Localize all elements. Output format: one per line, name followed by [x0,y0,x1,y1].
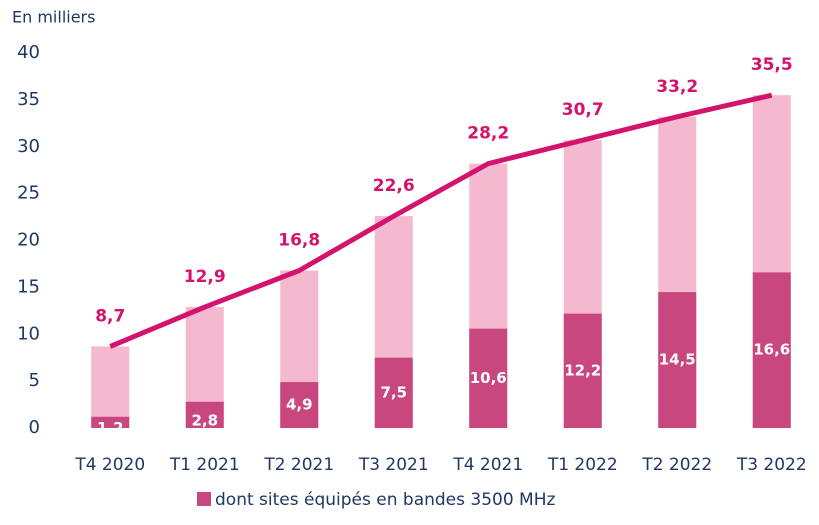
bar-3500 [280,382,319,428]
bar-label: 4,9 [286,396,313,414]
line-label: 12,9 [184,267,226,287]
x-tick-label: T2 2021 [263,455,334,475]
bar-3500 [752,272,791,428]
x-tick-label: T2 2022 [641,455,712,475]
x-tick-label: T4 2020 [74,455,145,475]
legend-label: dont sites équipés en bandes 3500 MHz [215,490,556,510]
bar-label: 7,5 [380,383,407,401]
y-tick-label: 10 [17,323,40,344]
bar-label: 14,5 [659,351,696,369]
y-tick-label: 40 [17,42,40,63]
x-tick-label: T1 2021 [169,455,240,475]
y-tick-label: 35 [17,89,40,110]
x-tick-label: T3 2022 [736,455,807,475]
x-tick-label: T3 2021 [358,455,429,475]
bar-label: 2,8 [191,411,218,429]
bar-label: 12,2 [564,361,601,379]
x-tick-label: T4 2021 [452,455,523,475]
bar-3500 [469,328,508,428]
line-label: 30,7 [562,100,604,120]
bar-total [91,346,130,428]
line-label: 8,7 [95,306,125,326]
bar-3500 [658,292,697,428]
y-tick-label: 5 [29,370,40,391]
bar-3500 [91,416,130,428]
legend-swatch [197,492,211,506]
line-label: 16,8 [278,231,320,251]
y-tick-label: 0 [29,417,40,438]
line-label: 35,5 [751,55,793,75]
line-label: 33,2 [656,77,698,97]
bar-3500 [185,401,224,428]
line-label: 22,6 [373,176,415,196]
y-tick-label: 15 [17,276,40,297]
bar-3500 [563,313,602,428]
bar-label: 1,2 [97,419,124,437]
bar-label: 10,6 [470,369,507,387]
bar-3500 [374,357,413,428]
y-tick-label: 20 [17,230,40,251]
y-tick-label: 30 [17,136,40,157]
axis-unit: En milliers [12,8,95,27]
total-line [109,92,773,349]
y-tick-label: 25 [17,183,40,204]
bar-label: 16,6 [753,341,790,359]
line-label: 28,2 [467,124,509,144]
x-tick-label: T1 2022 [547,455,618,475]
